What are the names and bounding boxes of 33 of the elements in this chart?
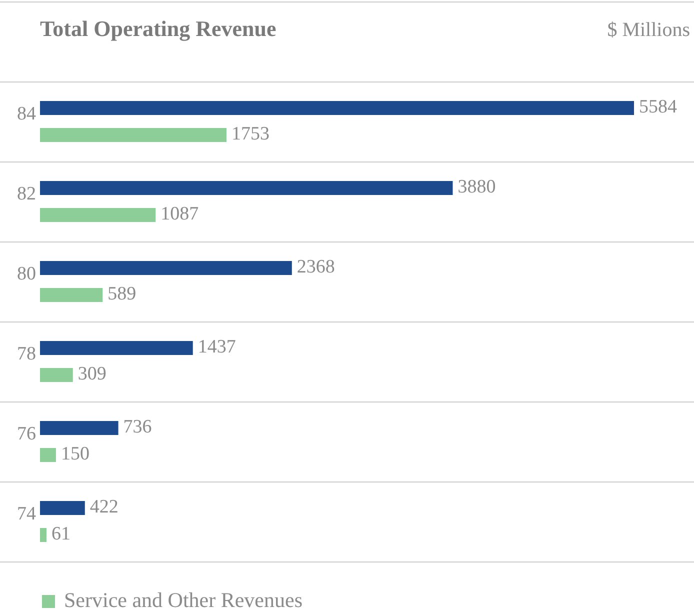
data-label: 589: [108, 283, 136, 304]
data-label: 5584: [639, 96, 678, 118]
bar: [40, 421, 118, 435]
chart-title: Total Operating Revenue: [40, 16, 277, 41]
bar: [40, 261, 292, 275]
y-tick-label: 82: [17, 183, 36, 204]
data-label: 1087: [160, 203, 199, 224]
bar: [40, 341, 193, 355]
data-label: 309: [78, 363, 106, 384]
bar: [40, 128, 226, 142]
bar: [40, 181, 453, 195]
y-tick-label: 80: [17, 263, 36, 284]
data-label: 1753: [231, 123, 270, 144]
y-tick-label: 78: [17, 343, 36, 364]
y-tick-label: 74: [17, 503, 36, 524]
data-label: 150: [60, 443, 90, 464]
data-label: 3880: [458, 176, 496, 198]
chart-subtitle: $ Millions: [607, 19, 690, 41]
bar: [40, 368, 73, 382]
bar: [40, 288, 103, 302]
legend-label: Service and Other Revenues: [64, 588, 302, 612]
y-tick-label: 76: [17, 423, 36, 444]
bar: [40, 528, 46, 542]
data-label: 736: [123, 416, 152, 438]
data-label: 61: [51, 523, 70, 544]
bar: [40, 501, 85, 515]
data-label: 422: [90, 496, 118, 518]
data-label: 2368: [296, 256, 335, 278]
bar: [40, 208, 156, 222]
data-label: 1437: [198, 336, 236, 358]
bar: [40, 101, 634, 115]
y-tick-label: 84: [17, 103, 36, 124]
bar: [40, 448, 56, 462]
